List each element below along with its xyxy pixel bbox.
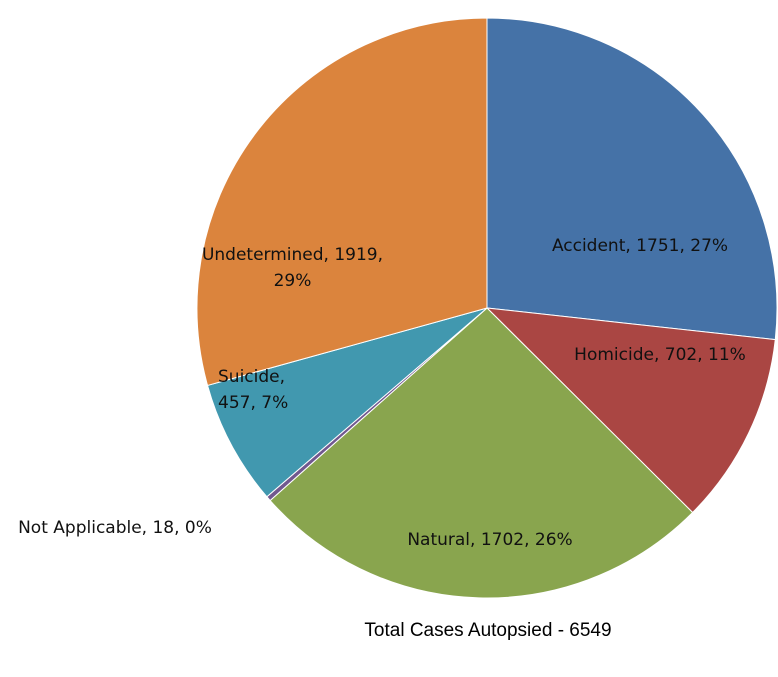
pie-slice [196, 17, 488, 387]
pie-slice [485, 307, 776, 514]
pie-slice [269, 307, 694, 599]
data-label: Accident, 1751, 27% [551, 236, 729, 256]
data-label: Not Applicable, 18, 0% [18, 518, 212, 538]
data-label: Natural, 1702, 26% [407, 530, 573, 550]
data-label: Homicide, 702, 11% [574, 345, 746, 365]
pie-slice [206, 307, 488, 498]
chart-title: Total Cases Autopsied - 6549 [364, 620, 612, 641]
data-label: Suicide, 457, 7% [218, 367, 289, 413]
data-label: Undetermined, 1919, 29% [201, 245, 384, 291]
pie-slice [486, 17, 778, 341]
